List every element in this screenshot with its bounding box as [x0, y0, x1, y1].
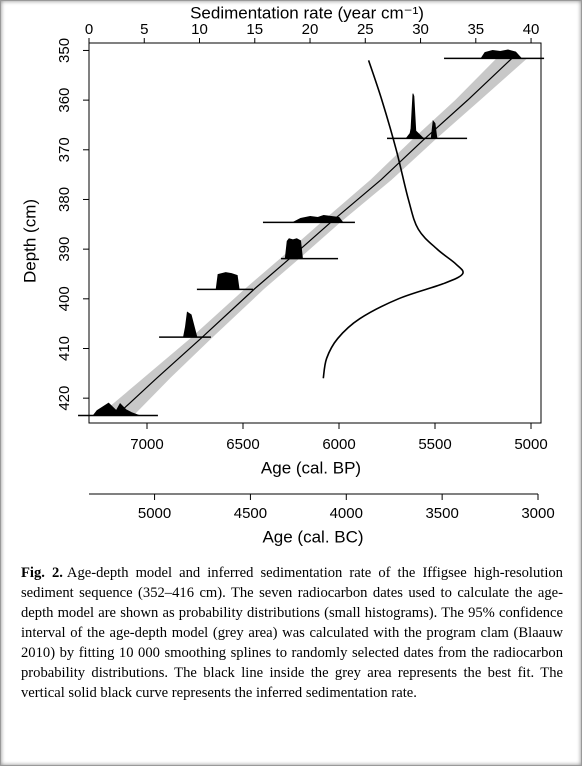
y-axis-title: Depth (cm) [20, 199, 39, 283]
y-tick-label: 390 [56, 237, 73, 262]
x-tick-label: 6500 [226, 436, 259, 453]
date-histogram [405, 93, 438, 139]
bc-axis-title: Age (cal. BC) [262, 527, 363, 546]
bc-tick-label: 3500 [425, 505, 458, 522]
caption-text: Age-depth model and inferred sedimentati… [21, 565, 563, 701]
top-tick-label: 10 [191, 21, 208, 38]
x-tick-label: 5000 [514, 436, 547, 453]
caption-label: Fig. 2. [21, 565, 63, 581]
date-histogram [92, 402, 140, 416]
y-tick-label: 370 [56, 137, 73, 162]
bc-tick-label: 4000 [330, 505, 363, 522]
caption: Fig. 2. Age-depth model and inferred sedi… [21, 563, 563, 703]
top-tick-label: 20 [302, 21, 319, 38]
top-tick-label: 35 [467, 21, 484, 38]
x-tick-label: 5500 [418, 436, 451, 453]
top-tick-label: 5 [140, 21, 148, 38]
bc-tick-label: 3000 [521, 505, 554, 522]
best-fit-line [115, 57, 513, 416]
chart: Sedimentation rate (year cm⁻¹) Age (cal.… [20, 3, 554, 546]
top-tick-label: 30 [412, 21, 429, 38]
date-histogram [284, 238, 303, 259]
top-axis-title: Sedimentation rate (year cm⁻¹) [190, 3, 424, 22]
confidence-band [98, 58, 528, 416]
y-tick-label: 420 [56, 386, 73, 411]
top-tick-label: 40 [523, 21, 540, 38]
date-histogram [215, 272, 240, 290]
plot-frame [88, 42, 542, 424]
date-histogram [480, 49, 523, 59]
top-tick-label: 25 [357, 21, 374, 38]
bc-tick-label: 4500 [234, 505, 267, 522]
x-axis-title: Age (cal. BP) [261, 458, 361, 477]
y-tick-label: 350 [56, 38, 73, 63]
date-histogram [182, 311, 198, 338]
y-tick-label: 400 [56, 286, 73, 311]
top-tick-label: 0 [85, 21, 93, 38]
x-tick-label: 7000 [130, 436, 163, 453]
y-tick-label: 410 [56, 336, 73, 361]
sedimentation-curve [322, 60, 464, 379]
bc-tick-label: 5000 [138, 505, 171, 522]
x-tick-label: 6000 [322, 436, 355, 453]
date-histogram [292, 214, 344, 223]
y-tick-label: 380 [56, 187, 73, 212]
y-tick-label: 360 [56, 88, 73, 113]
top-tick-label: 15 [246, 21, 263, 38]
